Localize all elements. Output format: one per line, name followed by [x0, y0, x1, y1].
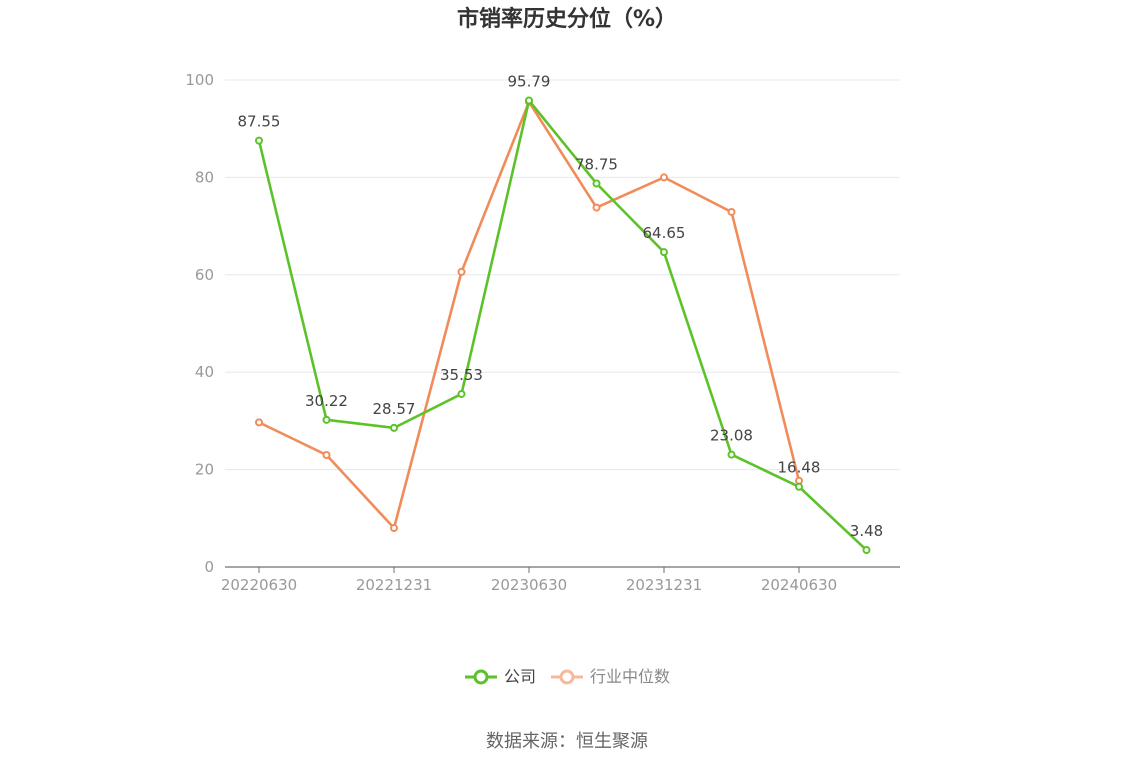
y-axis-tick-labels: 0 20 40 60 80 100 — [185, 71, 214, 576]
legend-industry-label: 行业中位数 — [590, 667, 670, 686]
x-tick-label: 20220630 — [221, 576, 297, 594]
data-point-company — [795, 482, 803, 491]
legend[interactable]: 公司 行业中位数 — [465, 667, 670, 686]
data-point-industry — [660, 173, 668, 182]
legend-item-company[interactable]: 公司 — [465, 667, 536, 686]
legend-industry-marker — [559, 669, 575, 685]
data-point-company — [727, 450, 736, 459]
data-label: 64.65 — [643, 224, 686, 242]
x-tick-label: 20221231 — [356, 576, 432, 594]
data-point-company — [862, 546, 871, 555]
series-line-industry — [258, 100, 801, 530]
y-tick-label: 100 — [185, 71, 214, 89]
data-point-company — [322, 415, 331, 424]
y-tick-label: 40 — [195, 363, 214, 381]
data-point-industry — [390, 524, 398, 533]
data-point-company — [660, 248, 668, 257]
data-label: 78.75 — [575, 155, 618, 173]
series-line-company — [257, 99, 868, 552]
x-axis-ticks: 20220630 20221231 20230630 20231231 20240630 — [221, 567, 837, 594]
data-label: 35.53 — [440, 366, 483, 384]
x-tick-label: 20230630 — [491, 576, 567, 594]
y-tick-label: 80 — [195, 168, 214, 186]
data-point-company — [390, 423, 398, 432]
legend-company-marker — [473, 669, 489, 685]
data-point-industry — [592, 203, 601, 212]
data-point-company — [525, 96, 533, 105]
data-label: 95.79 — [508, 73, 551, 91]
data-point-industry — [727, 207, 736, 216]
data-label: 3.48 — [850, 522, 883, 540]
y-tick-label: 60 — [195, 266, 214, 284]
y-tick-label: 20 — [195, 461, 214, 479]
data-label: 87.55 — [238, 113, 281, 131]
data-point-company — [255, 136, 263, 145]
data-point-industry — [255, 418, 263, 427]
chart-title: 市销率历史分位（%） — [457, 6, 677, 32]
data-point-industry — [322, 450, 331, 459]
series-lines — [255, 96, 871, 555]
data-point-company — [592, 179, 601, 188]
data-label: 23.08 — [710, 427, 753, 445]
y-tick-label: 0 — [204, 558, 214, 576]
data-labels: 87.55 30.22 28.57 35.53 95.79 78.75 64.65 23.08… — [238, 73, 884, 541]
grid-lines — [225, 79, 900, 471]
data-point-company — [457, 389, 466, 398]
x-tick-label: 20240630 — [761, 576, 837, 594]
legend-item-industry[interactable]: 行业中位数 — [551, 667, 670, 686]
data-label: 16.48 — [778, 459, 821, 477]
x-tick-label: 20231231 — [626, 576, 702, 594]
legend-company-label: 公司 — [504, 667, 536, 686]
data-label: 30.22 — [305, 392, 348, 410]
data-label: 28.57 — [373, 400, 416, 418]
data-point-industry — [457, 267, 466, 276]
data-source: 数据来源：恒生聚源 — [486, 731, 648, 752]
